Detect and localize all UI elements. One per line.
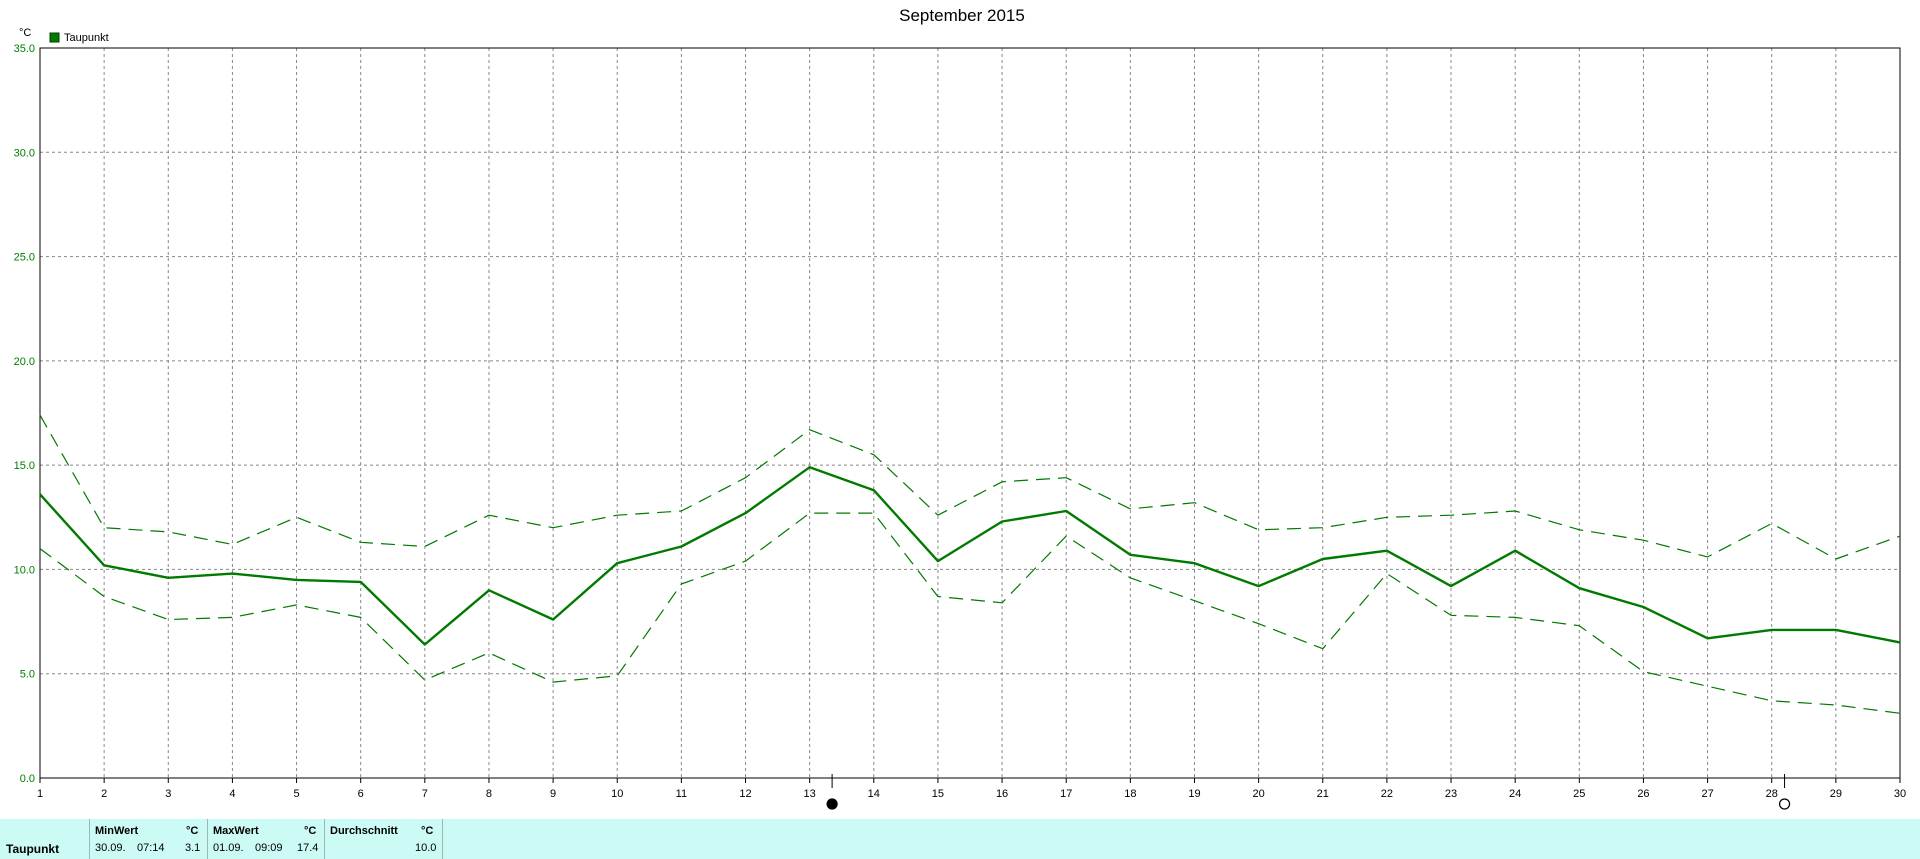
x-tick-label: 1 — [37, 788, 43, 800]
x-tick-label: 21 — [1317, 788, 1329, 800]
max-value: 17.4 — [297, 842, 319, 854]
x-tick-label: 11 — [676, 788, 687, 800]
x-tick-label: 26 — [1637, 788, 1649, 800]
full-moon-icon — [1778, 798, 1791, 810]
max-time: 09:09 — [255, 842, 283, 854]
x-tick-label: 7 — [422, 788, 428, 800]
moon-markers — [826, 774, 1791, 810]
y-tick-label: 0.0 — [20, 773, 35, 785]
max-unit: °C — [304, 825, 317, 837]
x-tick-label: 17 — [1060, 788, 1072, 800]
y-tick-label: 15.0 — [14, 460, 35, 472]
series-line-taupunkt — [39, 466, 1901, 646]
chart: September 2015 °C Taupunkt 1 2 3 4 5 6 7 8 9 10 11… — [14, 6, 1907, 810]
plot-frame — [39, 47, 1901, 779]
y-tick-label: 30.0 — [14, 147, 35, 159]
x-tick-label: 30 — [1894, 788, 1906, 800]
x-tick-label: 10 — [611, 788, 623, 800]
y-tick-label: 5.0 — [20, 669, 35, 681]
average-value: 10.0 — [415, 842, 437, 854]
x-tick-label: 28 — [1766, 788, 1778, 800]
stats-panel: Taupunkt MinWert °C 30.09. 07:14 3.1 Max… — [0, 819, 1920, 859]
x-tick-label: 25 — [1573, 788, 1585, 800]
new-moon-icon — [826, 798, 838, 810]
x-tick-label: 9 — [550, 788, 556, 800]
min-header: MinWert — [95, 825, 139, 837]
series — [39, 414, 1901, 714]
min-value-cell: MinWert °C 30.09. 07:14 3.1 — [89, 819, 207, 859]
min-value: 3.1 — [185, 842, 201, 854]
max-value-cell: MaxWert °C 01.09. 09:09 17.4 — [207, 819, 325, 859]
average-cell: Durchschnitt °C 10.0 — [324, 819, 443, 859]
x-tick-label: 20 — [1252, 788, 1264, 800]
x-tick-label: 24 — [1509, 788, 1521, 800]
axes: 1 2 3 4 5 6 7 8 9 10 11 12 13 14 15 16 17 18 19 20 21 22 23 24 2… — [14, 43, 1907, 800]
legend-swatch — [49, 32, 60, 43]
max-date: 01.09. — [213, 842, 244, 854]
x-tick-label: 16 — [996, 788, 1008, 800]
chart-title: September 2015 — [899, 6, 1025, 25]
x-tick-label: 27 — [1701, 788, 1713, 800]
stats-row-label: Taupunkt — [6, 842, 60, 856]
average-unit: °C — [421, 825, 434, 837]
x-tick-label: 4 — [229, 788, 235, 800]
min-date: 30.09. — [95, 842, 126, 854]
x-tick-label: 6 — [358, 788, 364, 800]
average-header: Durchschnitt — [330, 825, 398, 837]
x-tick-label: 12 — [739, 788, 751, 800]
x-tick-label: 14 — [868, 788, 880, 800]
x-tick-label: 29 — [1830, 788, 1842, 800]
min-unit: °C — [186, 825, 199, 837]
x-tick-label: 19 — [1188, 788, 1200, 800]
y-tick-label: 25.0 — [14, 252, 35, 264]
y-tick-label: 10.0 — [14, 564, 35, 576]
x-tick-label: 5 — [293, 788, 299, 800]
x-tick-label: 3 — [165, 788, 171, 800]
y-tick-label: 35.0 — [14, 43, 35, 55]
x-tick-label: 13 — [804, 788, 816, 800]
x-tick-label: 23 — [1445, 788, 1457, 800]
x-tick-label: 18 — [1124, 788, 1136, 800]
max-header: MaxWert — [213, 825, 259, 837]
x-tick-label: 2 — [101, 788, 107, 800]
x-tick-label: 22 — [1381, 788, 1393, 800]
series-line-dashed-2 — [39, 512, 1901, 714]
y-tick-label: 20.0 — [14, 356, 35, 368]
y-axis-unit: °C — [19, 27, 31, 39]
x-tick-label: 8 — [486, 788, 492, 800]
series-line-dashed-1 — [39, 414, 1901, 560]
legend-label: Taupunkt — [64, 32, 109, 44]
min-time: 07:14 — [137, 842, 165, 854]
x-tick-label: 15 — [932, 788, 944, 800]
legend: Taupunkt — [49, 32, 109, 44]
grid — [40, 48, 1900, 778]
